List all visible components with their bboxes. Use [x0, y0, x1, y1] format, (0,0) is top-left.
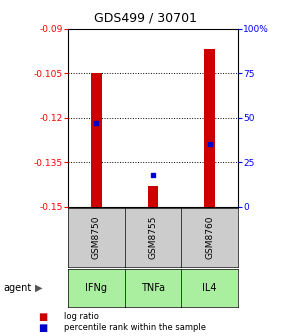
Text: IFNg: IFNg	[86, 283, 107, 293]
Text: GSM8750: GSM8750	[92, 216, 101, 259]
Text: IL4: IL4	[202, 283, 217, 293]
Text: TNFa: TNFa	[141, 283, 165, 293]
Bar	[148, 186, 158, 207]
Bar	[204, 49, 215, 207]
Text: ■: ■	[38, 312, 47, 322]
Text: ▶: ▶	[35, 283, 42, 293]
Text: GSM8760: GSM8760	[205, 216, 214, 259]
Text: GSM8755: GSM8755	[148, 216, 157, 259]
Text: log ratio: log ratio	[64, 312, 99, 321]
Bar	[91, 73, 101, 207]
Text: agent: agent	[3, 283, 31, 293]
Text: ■: ■	[38, 323, 47, 333]
Text: GDS499 / 30701: GDS499 / 30701	[93, 12, 197, 25]
Text: percentile rank within the sample: percentile rank within the sample	[64, 323, 206, 332]
